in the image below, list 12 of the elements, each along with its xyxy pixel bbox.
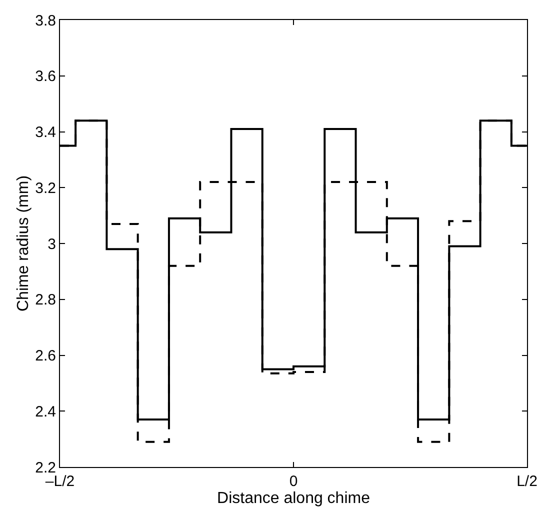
y-tick-label: 3.4 xyxy=(35,124,56,141)
x-tick-label: 0 xyxy=(289,473,298,490)
y-tick-label: 3 xyxy=(48,236,56,253)
x-tick-label: L/2 xyxy=(516,473,538,490)
y-tick-label: 2.8 xyxy=(35,292,56,309)
y-tick-label: 2.4 xyxy=(35,403,56,420)
y-tick-label: 3.8 xyxy=(35,12,56,30)
x-axis-title: Distance along chime xyxy=(217,490,370,507)
y-axis-title: Chime radius (mm) xyxy=(15,175,32,312)
y-tick-label: 2.6 xyxy=(35,348,56,364)
y-tick-label: 3.2 xyxy=(35,180,56,197)
y-tick-label: 3.6 xyxy=(35,68,56,86)
